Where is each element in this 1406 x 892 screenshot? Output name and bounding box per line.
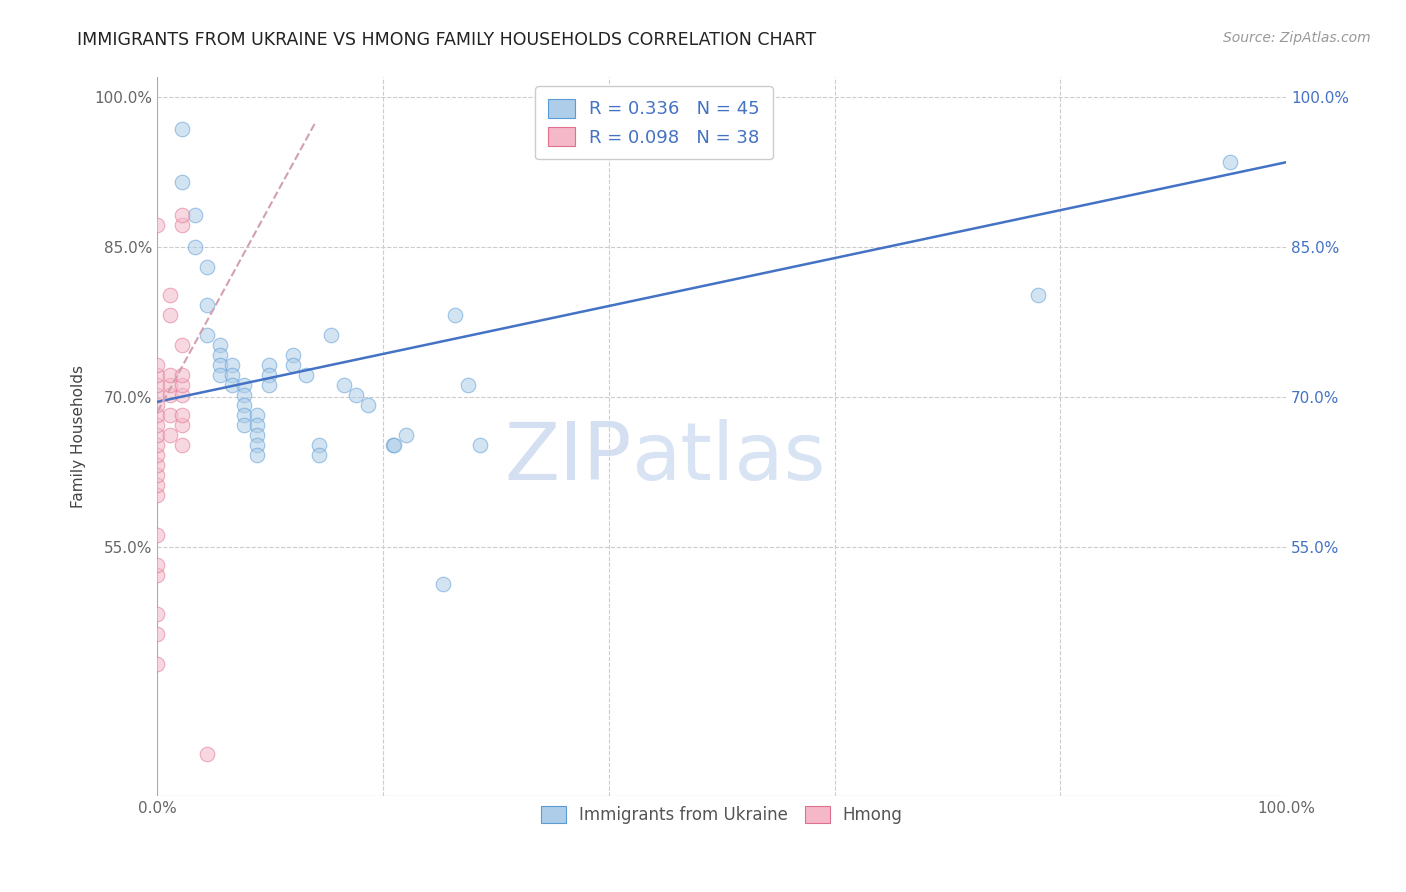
Point xyxy=(146,438,169,452)
Legend: Immigrants from Ukraine, Hmong: Immigrants from Ukraine, Hmong xyxy=(530,797,912,835)
Point xyxy=(146,398,169,412)
Point xyxy=(146,458,169,472)
Point xyxy=(146,488,169,502)
Point xyxy=(1026,288,1049,302)
Point xyxy=(146,657,169,672)
Point xyxy=(357,398,380,412)
Point xyxy=(172,438,194,452)
Point xyxy=(321,328,343,343)
Point xyxy=(146,417,169,432)
Point xyxy=(172,388,194,402)
Point xyxy=(172,417,194,432)
Point xyxy=(208,348,231,362)
Point xyxy=(257,358,280,372)
Point xyxy=(221,377,243,392)
Point xyxy=(246,408,269,422)
Point xyxy=(146,358,169,372)
Point xyxy=(382,438,405,452)
Point xyxy=(1218,155,1240,169)
Point xyxy=(146,527,169,541)
Point xyxy=(146,368,169,382)
Point xyxy=(281,348,304,362)
Point xyxy=(257,377,280,392)
Point xyxy=(172,408,194,422)
Point xyxy=(172,368,194,382)
Point xyxy=(457,377,479,392)
Point xyxy=(257,368,280,382)
Point xyxy=(159,368,181,382)
Point xyxy=(308,448,330,462)
Text: IMMIGRANTS FROM UKRAINE VS HMONG FAMILY HOUSEHOLDS CORRELATION CHART: IMMIGRANTS FROM UKRAINE VS HMONG FAMILY … xyxy=(77,31,817,49)
Point xyxy=(146,627,169,641)
Point xyxy=(146,408,169,422)
Point xyxy=(332,377,354,392)
Point xyxy=(159,388,181,402)
Point xyxy=(146,567,169,582)
Point xyxy=(172,377,194,392)
Point xyxy=(444,308,467,322)
Point xyxy=(432,577,454,591)
Point xyxy=(384,438,406,452)
Point xyxy=(195,328,218,343)
Point xyxy=(281,358,304,372)
Point xyxy=(195,260,218,274)
Text: atlas: atlas xyxy=(631,419,825,498)
Point xyxy=(208,358,231,372)
Point xyxy=(395,427,418,442)
Point xyxy=(159,377,181,392)
Point xyxy=(146,558,169,572)
Point xyxy=(344,388,367,402)
Point xyxy=(246,448,269,462)
Y-axis label: Family Households: Family Households xyxy=(72,365,86,508)
Point xyxy=(470,438,492,452)
Point xyxy=(308,438,330,452)
Point xyxy=(246,438,269,452)
Point xyxy=(233,408,256,422)
Point xyxy=(146,477,169,491)
Point xyxy=(172,175,194,189)
Point xyxy=(172,208,194,222)
Point xyxy=(295,368,318,382)
Point xyxy=(159,308,181,322)
Text: ZIP: ZIP xyxy=(503,419,631,498)
Point xyxy=(221,358,243,372)
Point xyxy=(146,388,169,402)
Point xyxy=(146,467,169,482)
Point xyxy=(233,388,256,402)
Point xyxy=(183,208,205,222)
Point xyxy=(208,368,231,382)
Point xyxy=(233,377,256,392)
Point xyxy=(172,218,194,232)
Point xyxy=(159,288,181,302)
Point xyxy=(246,427,269,442)
Point xyxy=(172,122,194,136)
Point xyxy=(208,338,231,352)
Point xyxy=(233,417,256,432)
Point xyxy=(195,747,218,761)
Point xyxy=(172,338,194,352)
Point xyxy=(233,398,256,412)
Point xyxy=(195,298,218,312)
Point xyxy=(146,448,169,462)
Point xyxy=(146,607,169,622)
Point xyxy=(146,377,169,392)
Point xyxy=(221,368,243,382)
Point xyxy=(246,417,269,432)
Point xyxy=(146,427,169,442)
Point xyxy=(146,218,169,232)
Point xyxy=(159,427,181,442)
Text: Source: ZipAtlas.com: Source: ZipAtlas.com xyxy=(1223,31,1371,45)
Point xyxy=(183,240,205,254)
Point xyxy=(159,408,181,422)
